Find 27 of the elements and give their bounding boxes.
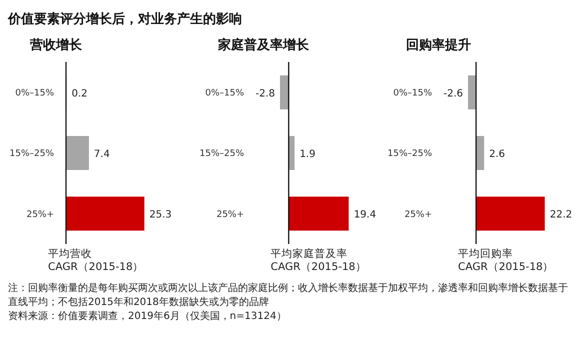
data-label: 2.6 [489,149,506,160]
y-tick-label: 15%–25% [388,149,432,160]
y-tick-label: 0%–15% [393,88,432,99]
x-axis-title: 平均回购率 CAGR（2015-18） [457,248,554,274]
chart-title: 营收增长 [29,37,82,55]
data-label: 22.2 [550,210,572,221]
y-tick-label: 15%–25% [10,149,54,160]
x-axis-title: 平均家庭普及率 CAGR（2015-18） [270,248,366,274]
y-tick-label: 25%+ [404,210,432,220]
data-label: 1.9 [300,149,316,160]
data-label: 19.4 [354,210,376,221]
y-tick-label: 25%+ [216,210,244,220]
y-tick-label: 25%+ [26,210,54,220]
data-label: 7.4 [94,149,110,160]
x-axis-title: 平均营收 CAGR（2015-18） [47,248,144,274]
data-label: -2.8 [256,88,275,100]
chart-title: 家庭普及率增长 [217,36,309,55]
text: 价值要素评分增长后，对业务产生的影响 [8,10,243,29]
data-label: 0.2 [72,88,88,100]
data-label: -2.6 [444,88,463,100]
chart-title: 回购率提升 [405,36,471,55]
data-label: 25.3 [149,210,172,221]
y-tick-label: 0%–15% [205,88,244,99]
y-tick-label: 0%–15% [15,88,54,99]
text: 注：回购率衡量的是每年购买两次或两次以上该产品的家庭比例；收入增长率数据基于加权平均，渗透率和回购率增长数据基于直线平均；不包括2015年和2018年数据缺失或为零的品牌 [8,282,569,310]
y-tick-label: 15%–25% [200,149,244,160]
text: 资料来源：价值要素调查，2019年6月（仅美国，n=13124） [8,310,288,324]
